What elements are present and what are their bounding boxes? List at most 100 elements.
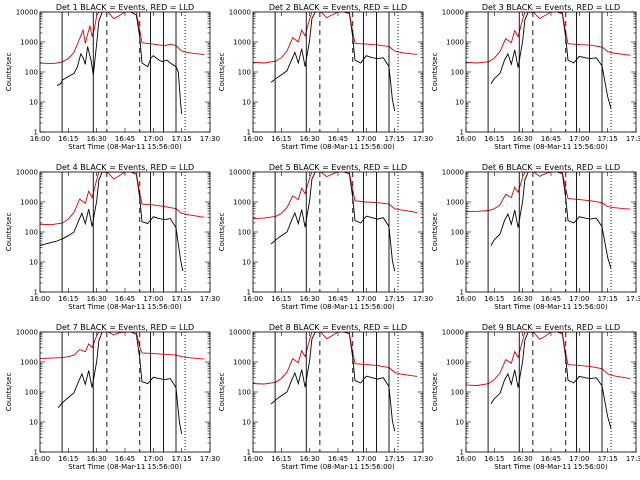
panel-2: Det 2 BLACK = Events, RED = LLD 16:00 16:1… [218, 3, 433, 151]
x-tick-label: 17:00 [356, 135, 376, 143]
series-lld-line [253, 332, 418, 385]
x-tick-label: 16:15 [484, 135, 504, 143]
x-tick-label: 16:15 [271, 455, 291, 463]
x-tick-label: 16:15 [58, 295, 78, 303]
x-tick-label: 16:45 [541, 455, 561, 463]
panel-title: Det 6 BLACK = Events, RED = LLD [482, 163, 620, 172]
x-axis-label: Start Time (08-Mar-11 15:56:00) [281, 303, 395, 311]
y-tick-label: 1 [460, 449, 464, 457]
y-tick-label: 1000 [446, 359, 464, 367]
x-tick-label: 16:15 [58, 455, 78, 463]
panel-7: Det 7 BLACK = Events, RED = LLD 16:00 16:1… [5, 323, 220, 471]
y-tick-label: 1 [460, 129, 464, 137]
y-tick-label: 10 [455, 259, 464, 267]
y-tick-label: 1000 [20, 359, 38, 367]
x-axis-label: Start Time (08-Mar-11 15:56:00) [281, 143, 395, 151]
y-axis-label: Counts/sec [5, 373, 13, 412]
series-lld-line [40, 172, 205, 226]
y-tick-label: 100 [238, 229, 251, 237]
series-lld-line [40, 332, 205, 360]
y-tick-label: 10000 [442, 329, 464, 337]
y-axis-label: Counts/sec [431, 213, 439, 252]
panel-title: Det 8 BLACK = Events, RED = LLD [269, 323, 407, 332]
x-tick-label: 17:15 [598, 455, 618, 463]
x-tick-label: 16:00 [456, 135, 476, 143]
x-axis-label: Start Time (08-Mar-11 15:56:00) [494, 463, 608, 471]
x-tick-label: 16:15 [484, 455, 504, 463]
x-tick-label: 17:15 [598, 295, 618, 303]
x-tick-label: 16:45 [541, 135, 561, 143]
x-axis-label: Start Time (08-Mar-11 15:56:00) [68, 463, 182, 471]
y-tick-label: 10 [29, 259, 38, 267]
x-tick-label: 16:00 [30, 455, 50, 463]
x-tick-label: 16:30 [300, 455, 320, 463]
y-tick-label: 1000 [233, 199, 251, 207]
x-tick-label: 17:30 [200, 455, 220, 463]
x-tick-label: 16:45 [541, 295, 561, 303]
y-tick-label: 10 [455, 419, 464, 427]
y-tick-label: 1000 [20, 199, 38, 207]
panel-title: Det 7 BLACK = Events, RED = LLD [56, 323, 194, 332]
x-tick-label: 16:00 [30, 295, 50, 303]
x-tick-label: 17:15 [172, 295, 192, 303]
panel-title: Det 2 BLACK = Events, RED = LLD [269, 3, 407, 12]
y-tick-label: 10 [242, 259, 251, 267]
y-axis-label: Counts/sec [5, 213, 13, 252]
x-tick-label: 17:00 [356, 455, 376, 463]
panel-title: Det 4 BLACK = Events, RED = LLD [56, 163, 194, 172]
panel-title: Det 9 BLACK = Events, RED = LLD [482, 323, 620, 332]
panel-3: Det 3 BLACK = Events, RED = LLD 16:00 16:1… [431, 3, 640, 151]
x-tick-label: 17:00 [569, 135, 589, 143]
x-tick-label: 17:00 [143, 455, 163, 463]
y-tick-label: 100 [451, 389, 464, 397]
x-tick-label: 17:15 [172, 455, 192, 463]
y-axis-label: Counts/sec [218, 213, 226, 252]
x-tick-label: 16:45 [115, 455, 135, 463]
y-tick-label: 10 [242, 419, 251, 427]
y-tick-label: 10 [29, 419, 38, 427]
panel-1: Det 1 BLACK = Events, RED = LLD 16:00 16:1… [5, 3, 220, 151]
x-tick-label: 17:30 [626, 295, 640, 303]
x-tick-label: 16:15 [58, 135, 78, 143]
y-tick-label: 10000 [16, 9, 38, 17]
x-tick-label: 16:45 [115, 135, 135, 143]
x-tick-label: 16:30 [300, 295, 320, 303]
x-tick-label: 16:00 [243, 135, 263, 143]
x-tick-label: 17:15 [385, 135, 405, 143]
y-tick-label: 1 [247, 129, 251, 137]
y-tick-label: 100 [25, 69, 38, 77]
series-events-line [490, 332, 612, 429]
series-events-line [490, 172, 612, 269]
panel-title: Det 5 BLACK = Events, RED = LLD [269, 163, 407, 172]
y-tick-label: 10 [29, 99, 38, 107]
x-tick-label: 17:30 [200, 135, 220, 143]
x-tick-label: 17:15 [172, 135, 192, 143]
y-tick-label: 1 [247, 449, 251, 457]
x-tick-label: 17:00 [356, 295, 376, 303]
x-tick-label: 16:45 [328, 295, 348, 303]
y-axis-label: Counts/sec [431, 373, 439, 412]
y-tick-label: 1 [34, 129, 38, 137]
x-tick-label: 17:30 [413, 135, 433, 143]
series-events-line [490, 12, 612, 109]
x-tick-label: 16:30 [87, 295, 107, 303]
x-tick-label: 16:30 [513, 135, 533, 143]
series-lld-line [466, 332, 631, 386]
x-tick-label: 16:30 [300, 135, 320, 143]
y-tick-label: 100 [25, 229, 38, 237]
x-tick-label: 16:30 [87, 455, 107, 463]
y-tick-label: 100 [238, 69, 251, 77]
y-tick-label: 100 [25, 389, 38, 397]
y-tick-label: 10000 [16, 169, 38, 177]
x-tick-label: 17:30 [413, 295, 433, 303]
series-lld-line [40, 12, 205, 65]
x-tick-label: 16:15 [484, 295, 504, 303]
x-tick-label: 16:15 [271, 295, 291, 303]
y-tick-label: 1000 [446, 199, 464, 207]
x-axis-label: Start Time (08-Mar-11 15:56:00) [494, 143, 608, 151]
x-tick-label: 17:00 [143, 295, 163, 303]
panel-title: Det 3 BLACK = Events, RED = LLD [482, 3, 620, 12]
y-tick-label: 10000 [229, 329, 251, 337]
x-axis-label: Start Time (08-Mar-11 15:56:00) [68, 303, 182, 311]
